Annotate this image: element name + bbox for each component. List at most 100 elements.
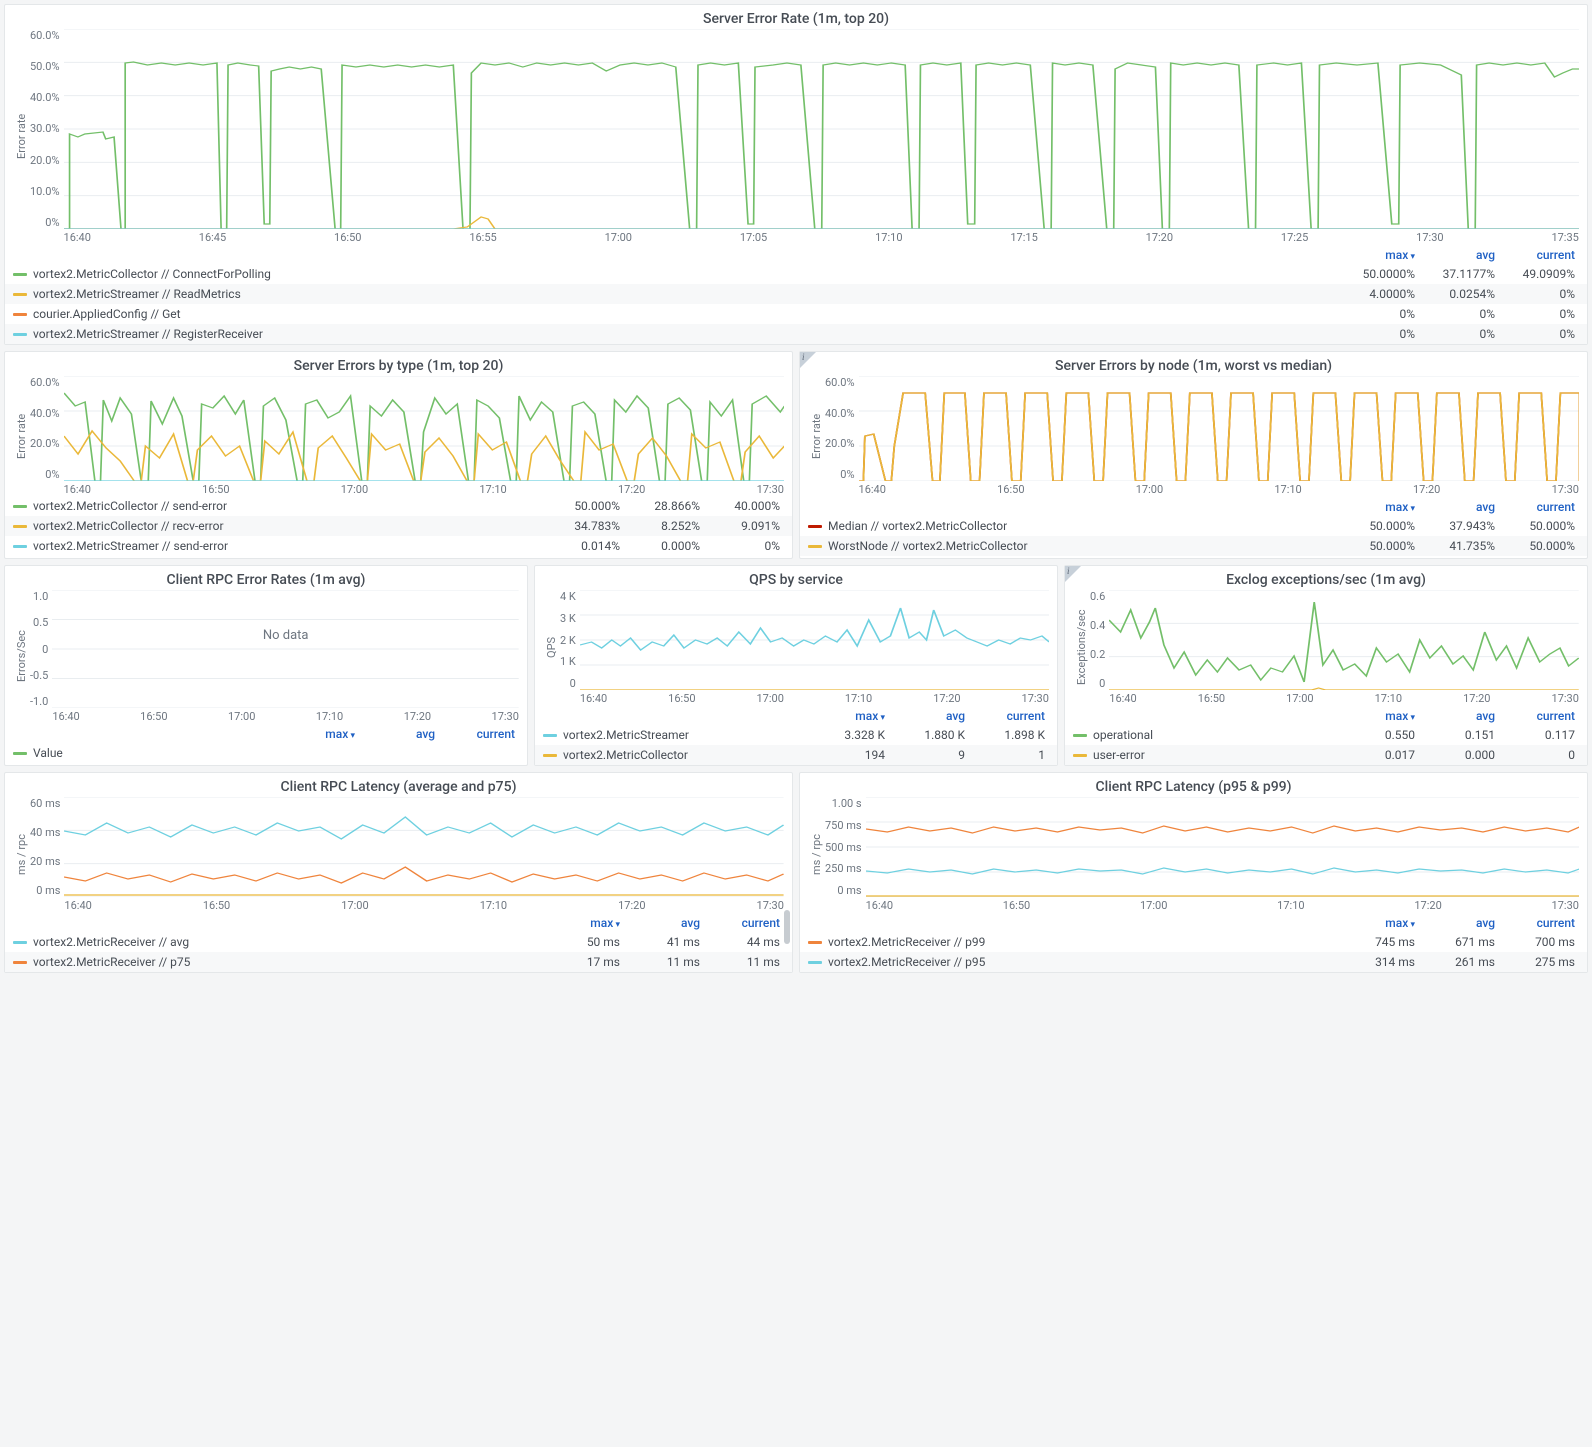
chart-plot[interactable] — [580, 590, 1049, 690]
legend-swatch — [543, 754, 557, 757]
legend-row[interactable]: courier.AppliedConfig // Get0%0%0% — [5, 304, 1587, 324]
y-axis-label: Error rate — [808, 376, 825, 496]
legend-header: max avg current — [5, 912, 792, 932]
chart-plot[interactable] — [1109, 590, 1579, 690]
legend-swatch — [808, 961, 822, 964]
y-axis-label: Error rate — [13, 376, 30, 496]
legend-row[interactable]: vortex2.MetricCollector19491 — [535, 745, 1057, 765]
panel-client-rpc-error-rates[interactable]: Client RPC Error Rates (1m avg) Errors/S… — [4, 565, 528, 766]
col-avg[interactable]: avg — [885, 709, 965, 723]
legend-row[interactable]: vortex2.MetricReceiver // avg50 ms41 ms4… — [5, 932, 792, 952]
panel-server-errors-by-type[interactable]: Server Errors by type (1m, top 20) Error… — [4, 351, 793, 559]
legend-row[interactable]: vortex2.MetricStreamer // ReadMetrics4.0… — [5, 284, 1587, 304]
chart-plot[interactable] — [866, 797, 1579, 897]
col-avg[interactable]: avg — [355, 727, 435, 741]
legend-row[interactable]: vortex2.MetricStreamer // RegisterReceiv… — [5, 324, 1587, 344]
col-max[interactable]: max — [1335, 248, 1415, 262]
col-max[interactable]: max — [1335, 500, 1415, 514]
panel-server-errors-by-node[interactable]: Server Errors by node (1m, worst vs medi… — [799, 351, 1588, 559]
legend-label: vortex2.MetricStreamer // send-error — [33, 539, 540, 553]
col-max[interactable]: max — [1335, 916, 1415, 930]
legend-row[interactable]: Value — [5, 743, 527, 763]
info-icon[interactable] — [800, 352, 816, 368]
x-axis: 16:4016:5017:0017:1017:2017:30 — [64, 481, 784, 496]
legend: operational0.5500.1510.117user-error0.01… — [1065, 725, 1587, 765]
legend-swatch — [1073, 754, 1087, 757]
legend-row[interactable]: operational0.5500.1510.117 — [1065, 725, 1587, 745]
panel-qps-by-service[interactable]: QPS by service QPS 4 K3 K2 K1 K0 16:4016… — [534, 565, 1058, 766]
chart-plot[interactable] — [52, 590, 519, 708]
legend-row[interactable]: vortex2.MetricReceiver // p95314 ms261 m… — [800, 952, 1587, 972]
col-current[interactable]: current — [1495, 709, 1575, 723]
legend-label: vortex2.MetricCollector // send-error — [33, 499, 540, 513]
col-avg[interactable]: avg — [620, 916, 700, 930]
y-axis: 0.60.40.20 — [1090, 590, 1109, 690]
col-current[interactable]: current — [965, 709, 1045, 723]
legend-swatch — [13, 752, 27, 755]
legend-row[interactable]: vortex2.MetricReceiver // p7517 ms11 ms1… — [5, 952, 792, 972]
legend-row[interactable]: Median // vortex2.MetricCollector50.000%… — [800, 516, 1587, 536]
legend-swatch — [1073, 734, 1087, 737]
legend-swatch — [13, 313, 27, 316]
y-axis: 60.0%40.0%20.0%0% — [825, 376, 859, 481]
legend-swatch — [13, 505, 27, 508]
panel-title: QPS by service — [535, 566, 1057, 590]
col-max[interactable]: max — [275, 727, 355, 741]
panel-exclog-exceptions[interactable]: Exclog exceptions/sec (1m avg) Exception… — [1064, 565, 1588, 766]
col-current[interactable]: current — [700, 916, 780, 930]
col-avg[interactable]: avg — [1415, 248, 1495, 262]
legend-swatch — [13, 961, 27, 964]
legend-header: max avg current — [5, 244, 1587, 264]
panel-title: Server Errors by type (1m, top 20) — [5, 352, 792, 376]
legend-row[interactable]: vortex2.MetricCollector // recv-error34.… — [5, 516, 792, 536]
col-max[interactable]: max — [1335, 709, 1415, 723]
chart-plot[interactable] — [64, 376, 784, 481]
y-axis: 60.0%40.0%20.0%0% — [30, 376, 64, 481]
col-avg[interactable]: avg — [1415, 916, 1495, 930]
panel-title: Client RPC Latency (p95 & p99) — [800, 773, 1587, 797]
y-axis-label: Errors/Sec — [13, 590, 30, 723]
legend-row[interactable]: vortex2.MetricCollector // ConnectForPol… — [5, 264, 1587, 284]
legend-label: user-error — [1093, 748, 1335, 762]
panel-client-rpc-latency-avg-p75[interactable]: Client RPC Latency (average and p75) ms … — [4, 772, 793, 973]
x-axis: 16:4016:5017:0017:1017:2017:30 — [580, 690, 1049, 705]
legend-row[interactable]: vortex2.MetricCollector // send-error50.… — [5, 496, 792, 516]
chart-plot[interactable] — [859, 376, 1579, 481]
y-axis: 4 K3 K2 K1 K0 — [560, 590, 580, 690]
col-max[interactable]: max — [540, 916, 620, 930]
y-axis-label: ms / rpc — [13, 797, 30, 912]
x-axis: 16:4016:5017:0017:1017:2017:30 — [52, 708, 519, 723]
no-data-label: No data — [52, 628, 519, 643]
panel-client-rpc-latency-p95-p99[interactable]: Client RPC Latency (p95 & p99) ms / rpc … — [799, 772, 1588, 973]
info-icon[interactable] — [1065, 566, 1081, 582]
legend: vortex2.MetricCollector // send-error50.… — [5, 496, 792, 558]
chart-plot[interactable] — [64, 29, 1579, 229]
y-axis-label: Exceptions/sec — [1073, 590, 1090, 705]
panel-title: Exclog exceptions/sec (1m avg) — [1065, 566, 1587, 590]
legend-row[interactable]: vortex2.MetricStreamer // send-error0.01… — [5, 536, 792, 556]
legend-header: max avg current — [800, 912, 1587, 932]
col-current[interactable]: current — [1495, 500, 1575, 514]
legend-swatch — [543, 734, 557, 737]
scroll-indicator[interactable] — [784, 910, 790, 944]
legend-row[interactable]: vortex2.MetricStreamer3.328 K1.880 K1.89… — [535, 725, 1057, 745]
col-avg[interactable]: avg — [1415, 709, 1495, 723]
panel-title: Server Errors by node (1m, worst vs medi… — [800, 352, 1587, 376]
legend-row[interactable]: user-error0.0170.0000 — [1065, 745, 1587, 765]
panel-server-error-rate[interactable]: Server Error Rate (1m, top 20) Error rat… — [4, 4, 1588, 345]
col-current[interactable]: current — [1495, 916, 1575, 930]
legend-row[interactable]: WorstNode // vortex2.MetricCollector50.0… — [800, 536, 1587, 556]
col-avg[interactable]: avg — [1415, 500, 1495, 514]
legend: vortex2.MetricReceiver // avg50 ms41 ms4… — [5, 932, 792, 972]
y-axis: 60 ms40 ms20 ms0 ms — [30, 797, 64, 897]
col-current[interactable]: current — [435, 727, 515, 741]
legend-label: vortex2.MetricStreamer // ReadMetrics — [33, 287, 1335, 301]
x-axis: 16:4016:5017:0017:1017:2017:30 — [866, 897, 1579, 912]
col-current[interactable]: current — [1495, 248, 1575, 262]
legend: Median // vortex2.MetricCollector50.000%… — [800, 516, 1587, 556]
x-axis: 16:4016:5017:0017:1017:2017:30 — [64, 897, 784, 912]
legend-label: courier.AppliedConfig // Get — [33, 307, 1335, 321]
chart-plot[interactable] — [64, 797, 784, 897]
legend-row[interactable]: vortex2.MetricReceiver // p99745 ms671 m… — [800, 932, 1587, 952]
col-max[interactable]: max — [805, 709, 885, 723]
